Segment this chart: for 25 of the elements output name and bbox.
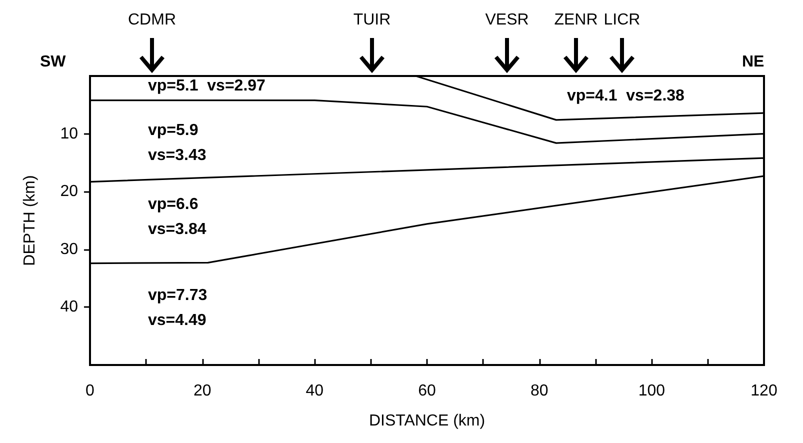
annotation: vp=4.1 vs=2.38 (567, 88, 685, 104)
annotation: vp=7.73 vs=4.49 (148, 287, 208, 329)
x-tick-label: 20 (193, 382, 212, 400)
annotation: vp=5.9 vs=3.43 (148, 122, 206, 164)
x-tick-label: 0 (86, 382, 95, 400)
text: LICR (604, 12, 640, 28)
text: VESR (485, 12, 529, 28)
y-tick-label: 20 (60, 183, 78, 200)
text: TUIR (353, 12, 391, 28)
x-tick-label: 100 (638, 382, 666, 400)
y-tick-label: 40 (60, 298, 78, 316)
x-tick-label: 120 (750, 382, 778, 400)
text: NE (742, 54, 765, 70)
x-tick-label: 40 (306, 382, 324, 400)
text: SW (40, 54, 67, 70)
text: ZENR (554, 12, 598, 28)
y-tick-label: 10 (60, 125, 78, 142)
x-tick-label: 60 (418, 382, 436, 400)
y-axis-title: DEPTH (km) (22, 175, 38, 266)
x-axis-title: DISTANCE (km) (368, 412, 486, 430)
y-tick-label: 30 (60, 240, 78, 258)
annotation: vp=6.6 vs=3.84 (148, 196, 206, 238)
x-tick-label: 80 (530, 382, 548, 400)
text: CDMR (128, 12, 176, 28)
annotation: vp=5.1 vs=2.97 (148, 78, 266, 94)
